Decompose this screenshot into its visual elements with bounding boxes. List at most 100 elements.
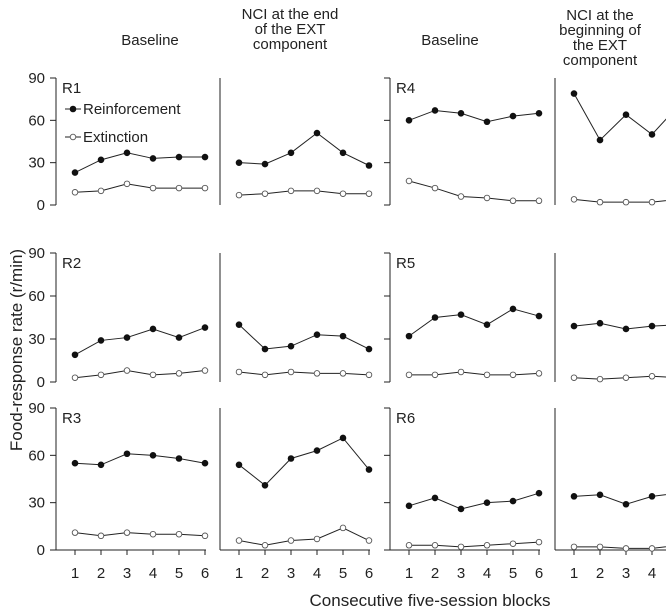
reinforcement-point <box>535 109 543 117</box>
extinction-point <box>201 532 209 540</box>
reinforcement-point <box>235 461 243 469</box>
reinforcement-point <box>535 489 543 497</box>
extinction-point <box>596 543 604 551</box>
panel-r2-nci <box>219 253 373 382</box>
reinforcement-point <box>71 169 79 176</box>
extinction-point <box>71 529 79 536</box>
panel-label: R2 <box>62 255 81 272</box>
extinction-point <box>457 368 465 376</box>
legend-extinction-marker <box>69 133 77 141</box>
extinction-line <box>238 527 370 546</box>
reinforcement-point <box>509 497 517 505</box>
reinforcement-line <box>408 308 540 337</box>
reinforcement-point <box>313 447 321 454</box>
panel-r2-baseline: 0 30 60 90 R2 <box>28 245 209 391</box>
reinforcement-point <box>97 156 105 164</box>
y-axis-title: Food-response rate (r/min) <box>7 249 26 451</box>
y-tick-label: 90 <box>28 400 45 417</box>
reinforcement-point <box>339 149 347 157</box>
extinction-point <box>71 374 79 381</box>
extinction-point <box>457 193 465 200</box>
extinction-point <box>261 371 269 379</box>
reinforcement-point <box>71 459 79 467</box>
panel-r6-baseline: 1 2 3 4 5 6 R6 <box>384 407 543 582</box>
x-axis-title: Consecutive five-session blocks <box>310 591 551 610</box>
reinforcement-line <box>238 324 370 350</box>
extinction-point <box>648 373 656 380</box>
x-tick-label: 2 <box>261 565 269 582</box>
extinction-point <box>648 198 656 206</box>
panel-r3-nci: 1 2 3 4 5 6 <box>219 408 373 582</box>
column-title-line: Baseline <box>121 32 179 49</box>
x-tick-label: 2 <box>431 565 439 582</box>
extinction-point <box>97 371 105 379</box>
extinction-line <box>573 198 666 203</box>
extinction-point <box>313 187 321 195</box>
extinction-point <box>405 177 413 185</box>
extinction-point <box>596 375 604 383</box>
reinforcement-line <box>74 327 206 356</box>
extinction-point <box>509 197 517 205</box>
legend-extinction-label: Extinction <box>83 129 148 146</box>
column-title-line: beginning of <box>559 22 642 39</box>
extinction-line <box>409 541 540 548</box>
reinforcement-point <box>175 334 183 341</box>
reinforcement-point <box>509 112 517 120</box>
extinction-point <box>570 543 578 551</box>
reinforcement-point <box>648 131 656 138</box>
panels-group: 0306090R1ReinforcementExtinctionR4030609… <box>28 70 666 582</box>
reinforcement-point <box>596 319 604 327</box>
extinction-point <box>596 198 604 206</box>
reinforcement-point <box>457 109 465 117</box>
extinction-line <box>74 183 205 193</box>
reinforcement-point <box>570 322 578 330</box>
reinforcement-point <box>596 136 604 144</box>
reinforcement-line <box>573 494 666 505</box>
x-tick-label: 3 <box>287 565 295 582</box>
extinction-point <box>287 537 295 544</box>
reinforcement-point <box>235 159 243 166</box>
column-title-line: component <box>253 36 328 53</box>
x-tick-label: 2 <box>97 565 105 582</box>
y-tick-label: 0 <box>37 542 45 559</box>
reinforcement-point <box>365 162 373 169</box>
x-tick-label: 1 <box>405 565 413 582</box>
extinction-point <box>261 542 269 549</box>
reinforcement-point <box>648 322 656 330</box>
reinforcement-point <box>235 321 243 328</box>
x-tick-label: 4 <box>149 565 157 582</box>
extinction-point <box>123 180 131 188</box>
reinforcement-point <box>97 337 105 344</box>
extinction-point <box>622 198 630 206</box>
extinction-point <box>313 535 321 543</box>
reinforcement-point <box>339 332 347 340</box>
y-tick-label: 30 <box>28 495 45 512</box>
x-tick-label: 1 <box>235 565 243 582</box>
extinction-point <box>483 194 491 202</box>
panel-r1-nci <box>219 78 373 205</box>
extinction-point <box>235 537 243 544</box>
x-tick-label: 4 <box>483 565 491 582</box>
column-title-line: component <box>563 52 638 69</box>
extinction-point <box>175 530 183 538</box>
reinforcement-point <box>123 450 131 458</box>
extinction-point <box>235 191 243 199</box>
reinforcement-point <box>261 160 269 168</box>
extinction-point <box>622 545 630 552</box>
legend: Reinforcement Extinction <box>65 101 181 146</box>
extinction-line <box>574 546 666 549</box>
extinction-line <box>573 375 666 380</box>
x-tick-label: 5 <box>339 565 347 582</box>
reinforcement-point <box>483 499 491 506</box>
extinction-point <box>149 530 157 538</box>
extinction-point <box>431 184 439 192</box>
x-tick-label: 2 <box>596 565 604 582</box>
reinforcement-point <box>457 311 465 318</box>
reinforcement-point <box>431 107 439 114</box>
column-title-line: Baseline <box>421 32 479 49</box>
reinforcement-line <box>408 492 540 510</box>
reinforcement-point <box>313 129 321 137</box>
